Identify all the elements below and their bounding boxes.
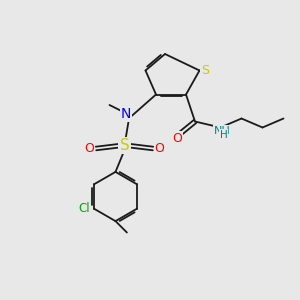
Text: O: O <box>172 131 182 145</box>
Text: Cl: Cl <box>78 202 89 215</box>
Text: NH: NH <box>214 126 230 136</box>
Text: O: O <box>85 142 94 155</box>
Text: O: O <box>155 142 164 155</box>
Text: N: N <box>121 107 131 121</box>
Text: H: H <box>220 130 227 140</box>
Text: S: S <box>120 138 129 153</box>
Text: S: S <box>201 64 209 77</box>
